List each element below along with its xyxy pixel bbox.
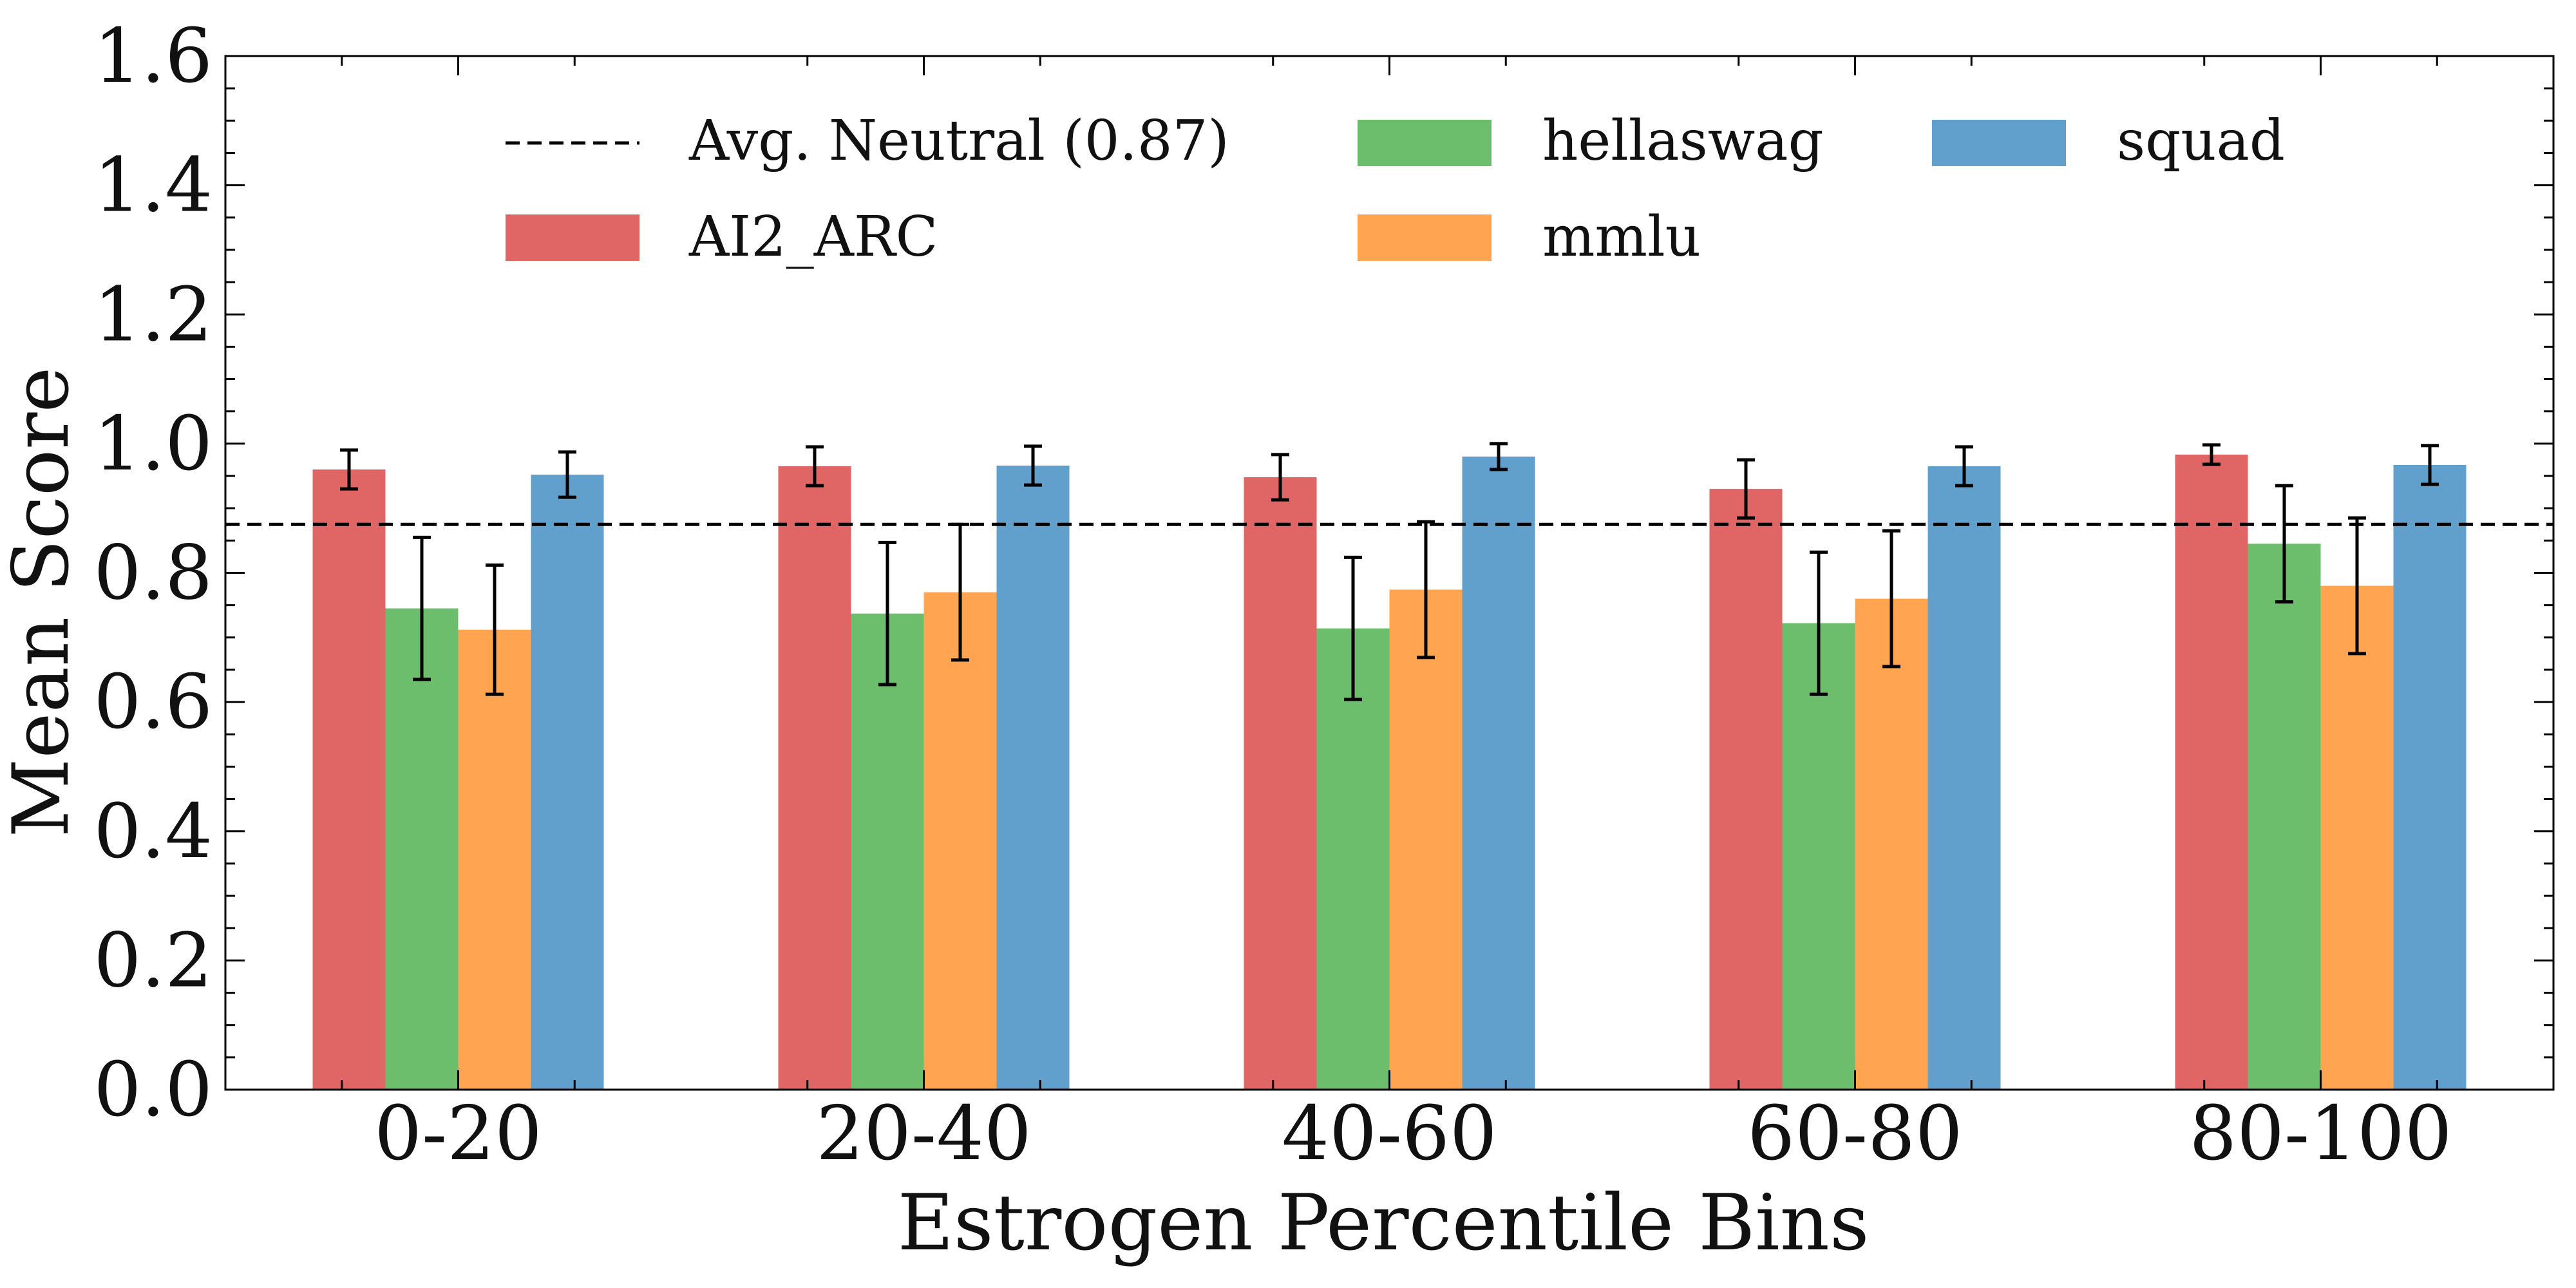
x-tick-label: 0-20 xyxy=(374,1090,542,1177)
legend-label-hellaswag: hellaswag xyxy=(1542,109,1824,173)
bar-hellaswag-60-80 xyxy=(1782,623,1855,1090)
bar-hellaswag-80-100 xyxy=(2248,544,2321,1090)
legend-swatch-squad xyxy=(1932,120,2066,166)
error-bar xyxy=(1344,555,1362,701)
bar-hellaswag-40-60 xyxy=(1316,628,1390,1090)
legend-label-ai2-arc: AI2_ARC xyxy=(688,205,938,269)
y-tick-label: 1.0 xyxy=(94,401,213,488)
error-bar xyxy=(2202,443,2221,466)
error-bar xyxy=(2421,444,2439,486)
y-tick-label: 1.6 xyxy=(94,13,213,100)
error-bar xyxy=(1737,458,1755,520)
x-tick-label: 20-40 xyxy=(816,1090,1031,1177)
bar-squad-80-100 xyxy=(2393,464,2467,1090)
y-tick-label: 0.0 xyxy=(94,1046,213,1133)
x-tick-label: 40-60 xyxy=(1282,1090,1497,1177)
bar-squad-60-80 xyxy=(1927,466,2001,1090)
y-tick-label: 0.4 xyxy=(94,788,213,875)
y-tick-label: 0.8 xyxy=(94,530,213,617)
error-bar xyxy=(1882,529,1900,668)
bar-mmlu-40-60 xyxy=(1389,589,1463,1090)
bar-ai2-arc-60-80 xyxy=(1709,489,1783,1090)
bar-ai2-arc-40-60 xyxy=(1244,477,1317,1090)
legend-swatch-mmlu xyxy=(1358,214,1492,261)
legend-swatch-ai2-arc xyxy=(506,214,639,261)
ticks-layer: 0-20 20-40 40-60 60-80 80-100 0.0 0.2 0.4 0.6 0.8… xyxy=(94,13,2553,1177)
legend-label-mmlu: mmlu xyxy=(1542,205,1701,269)
bar-ai2-arc-20-40 xyxy=(778,466,851,1090)
x-tick-label: 80-100 xyxy=(2189,1090,2452,1177)
error-bar xyxy=(486,563,504,696)
bar-mmlu-0-20 xyxy=(458,629,531,1090)
legend-label-squad: squad xyxy=(2117,109,2285,173)
bar-hellaswag-20-40 xyxy=(851,613,924,1090)
bar-mmlu-80-100 xyxy=(2320,585,2394,1090)
error-bar xyxy=(1271,453,1289,502)
error-bar xyxy=(413,535,431,681)
error-bar xyxy=(558,450,576,499)
x-axis-label: Estrogen Percentile Bins xyxy=(897,1179,1869,1268)
error-bar xyxy=(806,445,824,488)
error-bar xyxy=(340,448,358,491)
error-bar xyxy=(2275,484,2293,604)
bar-ai2-arc-0-20 xyxy=(312,469,386,1090)
y-tick-label: 0.6 xyxy=(94,659,213,746)
bar-squad-40-60 xyxy=(1462,456,1535,1090)
legend: Avg. Neutral (0.87) AI2_ARC hellaswag mm… xyxy=(506,109,2285,269)
error-bar xyxy=(2348,516,2366,656)
error-bar xyxy=(1810,550,1828,696)
error-bars-layer xyxy=(340,442,2439,701)
error-bar xyxy=(1955,445,1973,488)
bar-ai2-arc-80-100 xyxy=(2175,454,2248,1090)
bar-hellaswag-0-20 xyxy=(385,608,459,1090)
error-bar xyxy=(1024,444,1042,487)
y-tick-label: 0.2 xyxy=(94,917,213,1004)
y-tick-label: 1.4 xyxy=(94,142,213,229)
error-bar xyxy=(1417,520,1435,659)
y-tick-label: 1.2 xyxy=(94,271,213,358)
bar-mmlu-20-40 xyxy=(923,592,997,1090)
bar-squad-0-20 xyxy=(531,475,604,1090)
error-bar xyxy=(1490,442,1508,471)
legend-swatch-hellaswag xyxy=(1358,120,1492,166)
bar-squad-20-40 xyxy=(996,465,1070,1090)
bar-mmlu-60-80 xyxy=(1855,598,1928,1090)
legend-label-reference-line: Avg. Neutral (0.87) xyxy=(688,109,1229,173)
x-tick-label: 60-80 xyxy=(1747,1090,1962,1177)
bars-layer xyxy=(312,454,2467,1090)
y-axis-label: Mean Score xyxy=(0,367,86,838)
error-bar xyxy=(878,540,896,687)
